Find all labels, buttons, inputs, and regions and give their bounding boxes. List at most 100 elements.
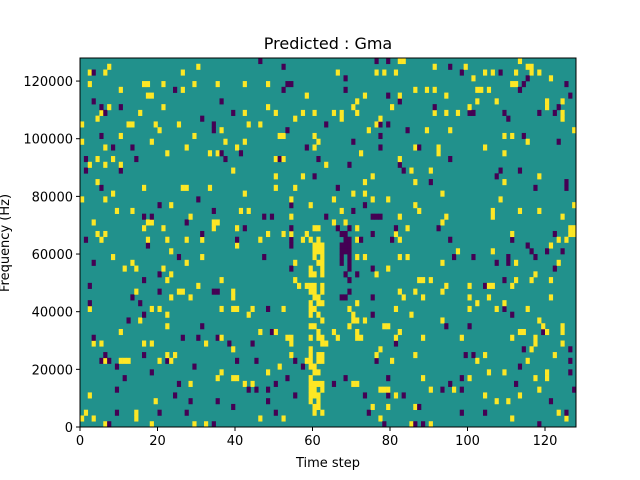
heatmap-cell <box>417 277 422 284</box>
heatmap-cell <box>215 219 220 226</box>
heatmap-cell <box>99 236 104 243</box>
heatmap-cell <box>401 58 406 65</box>
heatmap-cell <box>145 81 151 88</box>
heatmap-cell <box>331 109 337 116</box>
heatmap-cell <box>107 104 112 111</box>
heatmap-cell <box>467 294 472 301</box>
heatmap-cell <box>572 230 577 238</box>
heatmap-cell <box>475 357 480 364</box>
heatmap-cell <box>266 386 271 393</box>
heatmap-cell <box>192 363 197 370</box>
heatmap-cell <box>517 207 523 214</box>
heatmap-cell <box>266 104 271 111</box>
heatmap-cell <box>560 213 565 220</box>
heatmap-cell <box>347 277 352 284</box>
heatmap-cell <box>83 409 89 416</box>
heatmap-cell <box>320 386 325 393</box>
y-tick-label: 40000 <box>32 306 73 321</box>
heatmap-cell <box>331 219 337 226</box>
heatmap-cell <box>347 323 352 330</box>
heatmap-cell <box>134 415 139 422</box>
heatmap-cell <box>238 207 244 214</box>
heatmap-cell <box>122 357 127 364</box>
heatmap-cell <box>537 207 542 214</box>
y-axis: 0 20000 40000 60000 80000 100000 120000 <box>23 75 80 436</box>
heatmap-cell <box>502 179 507 186</box>
heatmap-cell <box>80 196 85 203</box>
heatmap-cell <box>111 190 116 197</box>
heatmap-cell <box>463 63 468 70</box>
heatmap-cell <box>355 98 360 105</box>
heatmap-cell <box>289 242 294 249</box>
heatmap-cell <box>564 409 569 416</box>
heatmap-cell <box>308 300 313 307</box>
heatmap-cell <box>366 127 371 134</box>
heatmap-cell <box>417 144 422 151</box>
heatmap-cell <box>545 98 550 105</box>
heatmap-cell <box>312 144 317 151</box>
heatmap-cell <box>231 346 236 353</box>
heatmap-cell <box>455 109 461 116</box>
x-tick-label: 100 <box>455 434 480 449</box>
heatmap-cell <box>324 213 329 220</box>
heatmap-cell <box>103 352 108 359</box>
heatmap-cell <box>219 305 224 312</box>
heatmap-cell <box>114 386 120 393</box>
heatmap-cell <box>351 207 356 214</box>
heatmap-cell <box>153 121 158 128</box>
heatmap-cell <box>378 144 383 151</box>
heatmap-cell <box>173 352 178 359</box>
heatmap-cell <box>362 392 368 399</box>
heatmap-cell <box>111 254 116 261</box>
heatmap-cell <box>490 248 495 255</box>
heatmap-cell <box>393 69 399 76</box>
y-tick-label: 100000 <box>23 133 73 148</box>
heatmap-cell <box>316 225 321 232</box>
heatmap-cell <box>397 58 402 65</box>
heatmap-cell <box>258 58 263 65</box>
heatmap-cell <box>490 207 495 214</box>
heatmap-cell <box>289 352 294 359</box>
heatmap-cell <box>304 144 309 151</box>
heatmap-cell <box>157 288 162 295</box>
heatmap-cell <box>103 357 108 364</box>
heatmap-cell <box>502 305 507 312</box>
heatmap-cell <box>486 369 492 376</box>
heatmap-cell <box>510 132 515 140</box>
heatmap-cell <box>355 300 360 307</box>
heatmap-cell <box>490 213 495 220</box>
heatmap-cell <box>235 225 240 232</box>
heatmap-cell <box>506 115 511 122</box>
heatmap-cell <box>227 340 232 347</box>
heatmap-cell <box>382 421 387 428</box>
heatmap-cell <box>440 190 445 197</box>
heatmap-cell <box>99 340 104 347</box>
heatmap-cell <box>378 132 383 140</box>
heatmap-cell <box>343 230 348 238</box>
heatmap-cell <box>308 346 313 353</box>
heatmap-cell <box>99 109 104 116</box>
heatmap-cell <box>537 69 542 76</box>
heatmap-cell <box>498 196 503 203</box>
heatmap-cell <box>103 144 108 151</box>
heatmap-cell <box>359 236 364 243</box>
y-tick-label: 20000 <box>32 363 73 378</box>
heatmap-cell <box>370 265 375 272</box>
heatmap-cell <box>560 109 565 116</box>
heatmap-cell <box>87 300 92 307</box>
heatmap-cell <box>405 254 410 261</box>
heatmap-cell <box>118 167 123 174</box>
heatmap-cell <box>91 219 96 226</box>
heatmap-cell <box>517 328 523 336</box>
heatmap-cell <box>235 236 240 243</box>
heatmap-cell <box>312 386 317 393</box>
heatmap-cell <box>339 207 344 214</box>
heatmap-cell <box>184 236 189 243</box>
heatmap-cell <box>103 196 108 203</box>
heatmap-cell <box>285 127 290 134</box>
heatmap-cell <box>370 311 375 318</box>
heatmap-cell <box>467 305 472 312</box>
heatmap-cell <box>80 138 85 145</box>
heatmap-cell <box>103 69 108 76</box>
heatmap-cell <box>235 144 240 151</box>
